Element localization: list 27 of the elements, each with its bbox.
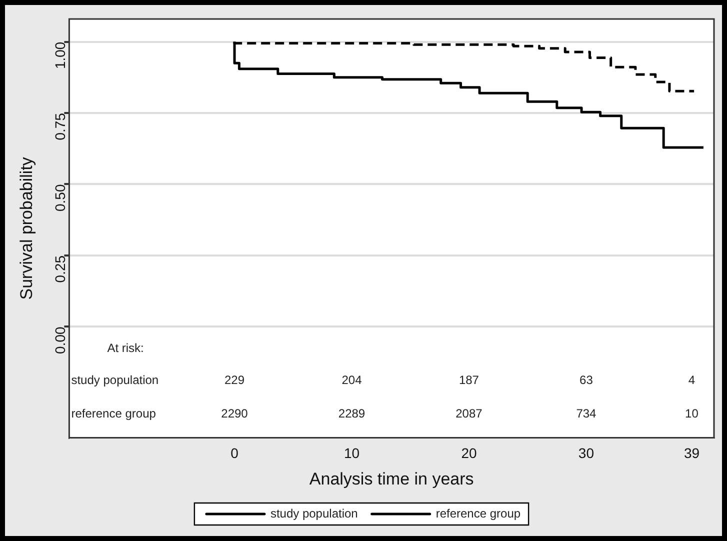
annotation: 229 — [224, 372, 245, 387]
annotation: 734 — [576, 406, 597, 421]
annotation: 204 — [342, 372, 362, 387]
y-axis-title: Survival probability — [16, 156, 36, 300]
legend-label: study population — [270, 506, 358, 520]
x-tick-label: 10 — [344, 445, 360, 462]
annotation: reference group — [71, 406, 156, 421]
annotation: 2290 — [221, 406, 248, 421]
y-tick-label: 0.25 — [52, 255, 68, 283]
x-axis-title: Analysis time in years — [309, 469, 474, 488]
annotation: 10 — [685, 406, 699, 421]
annotation: At risk: — [107, 340, 144, 355]
x-tick-label: 30 — [578, 445, 594, 462]
x-tick-label: 39 — [684, 445, 700, 462]
x-tick-label: 0 — [230, 445, 239, 462]
y-tick-label: 0.75 — [52, 112, 68, 140]
annotation: study population — [71, 372, 159, 387]
y-tick-label: 0.00 — [52, 326, 68, 354]
annotation: 4 — [688, 372, 696, 387]
y-tick-label: 1.00 — [52, 42, 68, 70]
annotation: 2087 — [456, 406, 483, 421]
legend-label: reference group — [436, 506, 521, 520]
x-tick-label: 20 — [461, 445, 477, 462]
annotation: 187 — [458, 372, 480, 387]
y-tick-label: 0.50 — [52, 184, 68, 212]
annotation: 63 — [580, 372, 594, 387]
annotation: 2289 — [338, 406, 366, 421]
